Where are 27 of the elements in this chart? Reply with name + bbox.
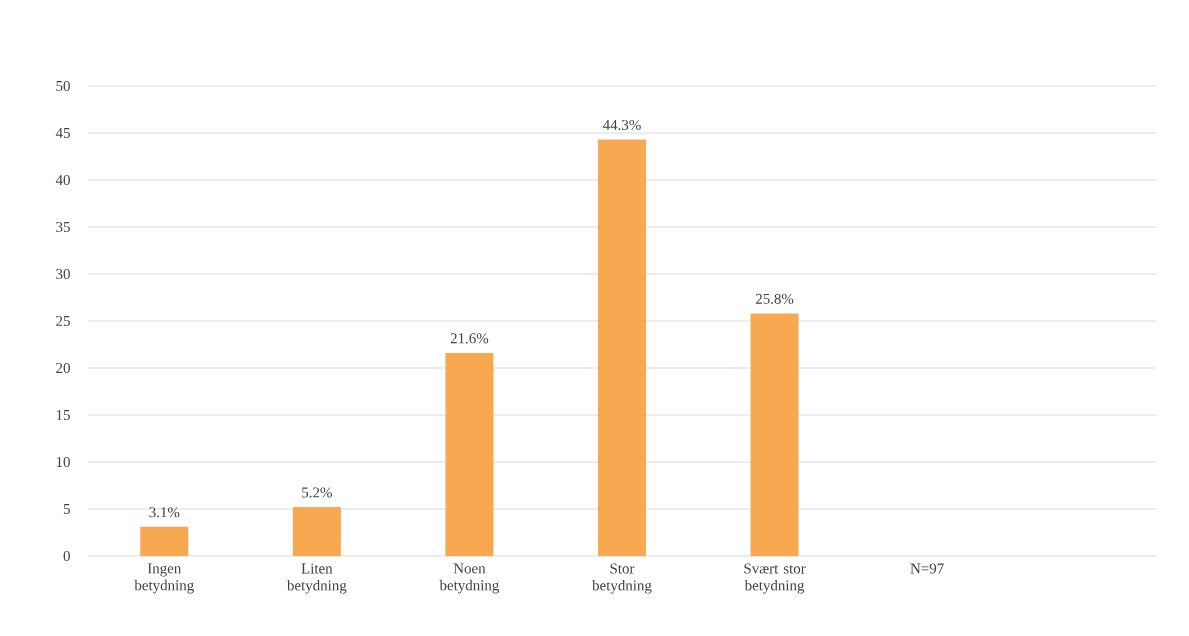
x-tick-label: Svært stor betydning	[744, 563, 806, 594]
data-label: 25.8%	[755, 293, 794, 304]
bar	[750, 313, 799, 556]
y-tick-label: 50	[56, 80, 70, 92]
bar	[292, 507, 341, 556]
x-tick-label: Stor betydning	[592, 563, 652, 594]
y-tick-label: 30	[56, 268, 70, 280]
y-tick-label: 20	[56, 362, 70, 374]
y-tick-label: 40	[55, 174, 70, 186]
data-label: 44.3%	[602, 119, 641, 131]
bar	[597, 139, 646, 556]
data-label: 3.1%	[149, 507, 180, 518]
x-tick-label: N=97	[910, 563, 944, 574]
data-label: 5.2%	[302, 487, 332, 498]
data-label: 21.6%	[450, 333, 489, 344]
x-tick-label: Noen betydning	[439, 563, 500, 594]
x-tick-label: Ingen betydning	[134, 563, 194, 594]
bar	[445, 352, 494, 556]
x-tick-label: Liten betydning	[286, 563, 347, 594]
y-tick-label: 25	[56, 315, 70, 326]
bar	[140, 526, 189, 556]
y-tick-label: 0	[63, 550, 70, 562]
y-tick-label: 10	[56, 456, 70, 468]
y-tick-label: 45	[55, 128, 70, 138]
y-tick-label: 15	[56, 409, 70, 420]
y-tick-label: 35	[56, 221, 70, 232]
y-tick-label: 5	[63, 504, 70, 514]
